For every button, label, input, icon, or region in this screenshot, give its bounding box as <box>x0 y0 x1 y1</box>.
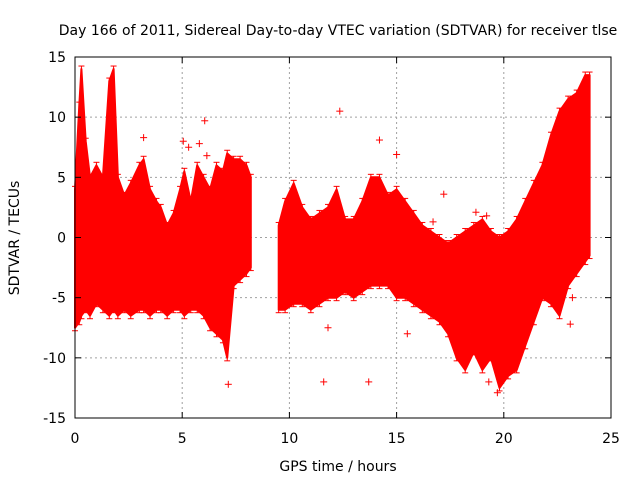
data-point <box>429 218 437 226</box>
y-tick-label: 15 <box>48 50 66 66</box>
y-tick-label: -10 <box>43 351 66 367</box>
axis-ticks: 0 5 10 15 20 25 -15 -10 -5 0 5 10 15 <box>43 50 620 447</box>
data-point <box>483 212 491 220</box>
x-tick-label: 0 <box>71 431 80 447</box>
data-point <box>336 107 344 115</box>
x-tick-label: 25 <box>602 431 620 447</box>
data-point <box>203 152 211 160</box>
data-point <box>224 380 232 388</box>
data-point <box>493 389 501 397</box>
data-point <box>472 208 480 216</box>
y-tick-label: 10 <box>48 110 66 126</box>
data-point <box>403 330 411 338</box>
y-axis-title: SDTVAR / TECUs <box>7 181 23 296</box>
data-point <box>365 378 373 386</box>
data-point <box>566 320 574 328</box>
plot-area <box>72 65 593 392</box>
data-point <box>375 136 383 144</box>
x-tick-label: 10 <box>280 431 298 447</box>
x-tick-label: 20 <box>495 431 513 447</box>
data-point <box>201 117 209 125</box>
data-point <box>320 378 328 386</box>
y-tick-label: -15 <box>43 411 66 427</box>
data-point <box>185 143 193 151</box>
y-tick-label: -5 <box>52 291 66 307</box>
data-point <box>324 324 332 332</box>
data-band-segment-2 <box>277 74 591 389</box>
data-point <box>485 378 493 386</box>
data-band-segment-1 <box>74 68 252 359</box>
data-point <box>440 190 448 198</box>
data-marks <box>140 107 576 397</box>
y-tick-label: 5 <box>57 170 66 186</box>
x-tick-label: 15 <box>388 431 406 447</box>
data-point <box>551 288 559 296</box>
data-point <box>568 294 576 302</box>
data-point <box>221 327 229 335</box>
data-point <box>140 134 148 142</box>
x-axis-title: GPS time / hours <box>279 459 396 475</box>
data-point <box>393 150 401 158</box>
x-tick-label: 5 <box>178 431 187 447</box>
data-point <box>179 137 187 145</box>
y-tick-label: 0 <box>57 231 66 247</box>
chart-title: Day 166 of 2011, Sidereal Day-to-day VTE… <box>59 23 618 39</box>
data-point <box>195 140 203 148</box>
